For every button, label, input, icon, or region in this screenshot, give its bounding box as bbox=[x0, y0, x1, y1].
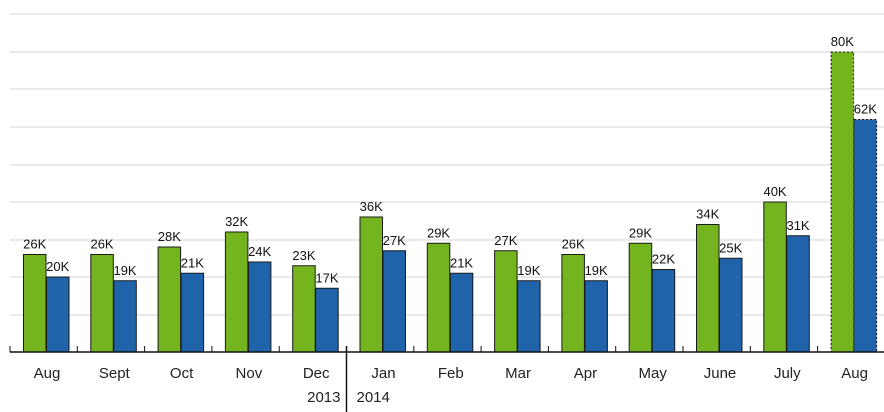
x-tick-label-5: Jan bbox=[371, 365, 395, 382]
data-label-series2-8: 19K bbox=[585, 263, 608, 278]
bar-series1-6 bbox=[426, 242, 451, 353]
data-label-series2-7: 19K bbox=[517, 263, 540, 278]
x-tick-label-2: Oct bbox=[170, 365, 194, 382]
bar-series2-6 bbox=[449, 272, 474, 353]
year-label-2014: 2014 bbox=[357, 389, 390, 406]
data-label-series2-1: 19K bbox=[113, 263, 136, 278]
bar-series2-3 bbox=[247, 261, 272, 353]
bar-series1-11 bbox=[763, 201, 787, 353]
bar-series2-0 bbox=[46, 276, 70, 353]
data-label-series1-7: 27K bbox=[494, 233, 517, 248]
data-label-series2-10: 25K bbox=[719, 240, 742, 255]
data-label-series1-8: 26K bbox=[562, 237, 585, 252]
bar-series1-1 bbox=[90, 254, 114, 353]
bar-series2-1 bbox=[113, 280, 137, 353]
bar-series1-0 bbox=[23, 254, 47, 353]
bar-series2-2 bbox=[180, 272, 205, 353]
x-tick-label-7: Mar bbox=[505, 365, 531, 382]
x-tick-label-12: Aug bbox=[841, 365, 868, 382]
bar-series2-7 bbox=[517, 280, 541, 353]
bar-series1-3 bbox=[224, 231, 249, 353]
data-label-series2-3: 24K bbox=[248, 244, 271, 259]
data-label-series2-11: 31K bbox=[786, 218, 809, 233]
year-label-2013: 2013 bbox=[307, 389, 340, 406]
x-tick-label-10: June bbox=[704, 365, 737, 382]
x-tick-label-9: May bbox=[639, 365, 668, 382]
data-label-series1-10: 34K bbox=[696, 207, 719, 222]
bar-series2-12 bbox=[853, 119, 878, 353]
bars bbox=[23, 51, 878, 353]
bar-series1-12 bbox=[830, 51, 855, 353]
bar-series1-9 bbox=[628, 242, 653, 353]
x-tick-label-11: July bbox=[774, 365, 801, 382]
data-label-series2-2: 21K bbox=[181, 255, 204, 270]
x-tick-label-0: Aug bbox=[34, 365, 61, 382]
data-label-series1-2: 28K bbox=[158, 229, 181, 244]
x-tick-label-3: Nov bbox=[236, 365, 263, 382]
bar-series2-5 bbox=[382, 250, 406, 353]
bar-series2-4 bbox=[315, 287, 339, 353]
data-label-series1-12: 80K bbox=[831, 34, 854, 49]
bar-series1-10 bbox=[696, 224, 720, 353]
data-label-series2-5: 27K bbox=[383, 233, 406, 248]
bar-series1-7 bbox=[494, 250, 518, 353]
bar-series2-11 bbox=[786, 235, 810, 353]
data-label-series1-0: 26K bbox=[23, 237, 46, 252]
bar-series1-2 bbox=[157, 246, 182, 353]
data-label-series2-9: 22K bbox=[652, 252, 675, 267]
data-label-series1-6: 29K bbox=[427, 225, 450, 240]
x-tick-label-4: Dec bbox=[303, 365, 330, 382]
bar-series2-9 bbox=[651, 269, 676, 353]
data-label-series1-5: 36K bbox=[360, 199, 383, 214]
bar-series1-4 bbox=[292, 265, 316, 353]
data-label-series1-9: 29K bbox=[629, 225, 652, 240]
data-label-series2-6: 21K bbox=[450, 255, 473, 270]
data-label-series2-0: 20K bbox=[46, 259, 69, 274]
data-label-series1-1: 26K bbox=[90, 237, 113, 252]
data-label-series1-11: 40K bbox=[763, 184, 786, 199]
x-axis: Aug Sept Oct Nov Dec Jan Feb Mar Apr May June July A… bbox=[9, 346, 884, 412]
data-label-series1-4: 23K bbox=[292, 248, 315, 263]
bar-series2-8 bbox=[584, 280, 608, 353]
data-label-series2-4: 17K bbox=[315, 270, 338, 285]
bar-series1-5 bbox=[359, 216, 383, 353]
x-tick-label-8: Apr bbox=[574, 365, 597, 382]
x-tick-label-6: Feb bbox=[438, 365, 464, 382]
bar-series1-8 bbox=[561, 254, 585, 353]
x-tick-label-1: Sept bbox=[99, 365, 131, 382]
data-label-series2-12: 62K bbox=[854, 102, 877, 117]
data-label-series1-3: 32K bbox=[225, 214, 248, 229]
bar-series2-10 bbox=[719, 257, 743, 353]
